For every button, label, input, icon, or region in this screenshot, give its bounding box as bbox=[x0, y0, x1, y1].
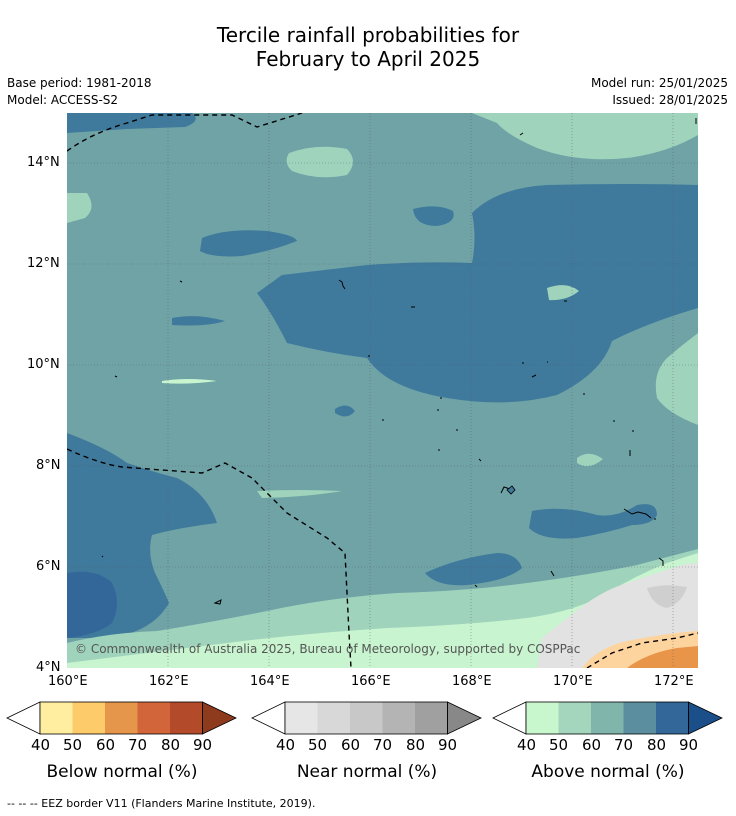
lat-tick-10n: 10°N bbox=[27, 357, 60, 372]
lat-tick-4n: 4°N bbox=[36, 660, 61, 675]
region-above-80-south bbox=[425, 553, 522, 586]
colorbar-above-swatch bbox=[558, 702, 591, 734]
island-atoll bbox=[506, 485, 516, 495]
colorbar-near-label: Near normal (%) bbox=[296, 762, 438, 782]
region-above-80-strip bbox=[172, 316, 225, 326]
colorbar-near-swatch bbox=[382, 702, 415, 734]
colorbar-near-swatch bbox=[350, 702, 383, 734]
region-above-80-blob2 bbox=[200, 230, 297, 257]
region-near-normal-darker bbox=[647, 585, 687, 608]
colorbar-near-scale bbox=[251, 701, 482, 735]
lat-tick-8n: 8°N bbox=[36, 458, 61, 473]
model-name: Model: ACCESS-S2 bbox=[7, 93, 119, 107]
lat-tick-14n: 14°N bbox=[27, 155, 60, 170]
colorbar-near: 40 50 60 70 80 90 Near normal (%) bbox=[251, 700, 483, 790]
colorbar-near-tick: 50 bbox=[308, 736, 328, 754]
region-above-40-south bbox=[67, 553, 698, 668]
region-above-80-central bbox=[257, 184, 698, 403]
colorbar-below-swatch bbox=[137, 702, 170, 734]
map-copyright: © Commonwealth of Australia 2025, Bureau… bbox=[75, 642, 580, 656]
colorbar-above: 40 50 60 70 80 90 Above normal (%) bbox=[492, 700, 724, 790]
region-below-60 bbox=[627, 646, 698, 668]
lon-tick-160e: 160°E bbox=[48, 674, 88, 689]
lon-tick-164e: 164°E bbox=[250, 674, 290, 689]
colorbar-above-swatch bbox=[656, 702, 689, 734]
region-above-50-left bbox=[67, 193, 92, 223]
colorbar-below-label: Below normal (%) bbox=[46, 762, 198, 782]
colorbar-near-tick: 70 bbox=[373, 736, 393, 754]
colorbar-near-tick: 80 bbox=[406, 736, 426, 754]
colorbar-above-tick: 40 bbox=[517, 736, 537, 754]
lon-tick-172e: 172°E bbox=[654, 674, 694, 689]
probability-map: © Commonwealth of Australia 2025, Bureau… bbox=[67, 113, 698, 668]
region-above-80-top bbox=[67, 113, 196, 133]
colorbar-above-tick: 80 bbox=[647, 736, 667, 754]
colorbar-below-low-arrow bbox=[6, 701, 41, 735]
lon-tick-162e: 162°E bbox=[149, 674, 189, 689]
colorbar-near-swatch bbox=[285, 702, 318, 734]
colorbar-below-swatch bbox=[72, 702, 105, 734]
colorbar-below: 40 50 60 70 80 90 Below normal (%) bbox=[6, 700, 238, 790]
lon-tick-168e: 168°E bbox=[452, 674, 492, 689]
region-above-80-east bbox=[529, 504, 657, 539]
colorbar-below-high-arrow bbox=[202, 701, 237, 735]
model-run: Model run: 25/01/2025 bbox=[590, 76, 728, 90]
region-above-80-dot bbox=[335, 405, 355, 417]
issued-date: Issued: 28/01/2025 bbox=[612, 93, 728, 107]
colorbar-above-tick: 60 bbox=[582, 736, 602, 754]
lat-tick-12n: 12°N bbox=[27, 256, 60, 271]
colorbar-above-label: Above normal (%) bbox=[531, 762, 685, 782]
colorbar-above-swatch bbox=[591, 702, 624, 734]
map-title-line2: February to April 2025 bbox=[255, 47, 481, 71]
eez-border bbox=[67, 113, 698, 668]
colorbar-near-low-arrow bbox=[251, 701, 286, 735]
colorbar-above-tick: 90 bbox=[679, 736, 699, 754]
colorbar-below-swatch bbox=[40, 702, 73, 734]
region-above-50-east bbox=[655, 333, 698, 425]
colorbar-below-swatch bbox=[170, 702, 203, 734]
colorbar-above-swatch bbox=[623, 702, 656, 734]
lon-tick-166e: 166°E bbox=[351, 674, 391, 689]
colorbar-near-swatch bbox=[317, 702, 350, 734]
region-above-50-patch bbox=[286, 146, 353, 178]
region-above-50-inner bbox=[547, 285, 579, 301]
colorbar-below-tick: 50 bbox=[63, 736, 83, 754]
region-above-50-small bbox=[577, 453, 603, 467]
map-title-line1: Tercile rainfall probabilities for bbox=[216, 23, 520, 47]
colorbar-near-swatch bbox=[415, 702, 448, 734]
colorbar-below-tick: 40 bbox=[31, 736, 51, 754]
islands bbox=[101, 118, 697, 605]
base-period: Base period: 1981-2018 bbox=[7, 76, 152, 90]
colorbar-below-tick: 90 bbox=[193, 736, 213, 754]
graticule bbox=[67, 113, 698, 668]
eez-legend: -- -- -- EEZ border V11 (Flanders Marine… bbox=[7, 797, 316, 810]
colorbar-below-tick: 70 bbox=[128, 736, 148, 754]
region-above-80-blob1 bbox=[413, 206, 454, 226]
region-above-50-top bbox=[472, 113, 698, 160]
colorbar-above-high-arrow bbox=[688, 701, 723, 735]
colorbar-near-high-arrow bbox=[447, 701, 482, 735]
colorbar-above-low-arrow bbox=[492, 701, 527, 735]
colorbar-near-tick: 60 bbox=[341, 736, 361, 754]
colorbar-above-scale bbox=[492, 701, 723, 735]
region-above-50-strip bbox=[257, 490, 342, 498]
lon-tick-170e: 170°E bbox=[553, 674, 593, 689]
colorbar-below-swatch bbox=[105, 702, 138, 734]
colorbar-above-swatch bbox=[526, 702, 559, 734]
region-above-40-strip bbox=[162, 379, 217, 384]
colorbar-above-tick: 50 bbox=[549, 736, 569, 754]
colorbar-below-tick: 80 bbox=[161, 736, 181, 754]
colorbar-above-tick: 70 bbox=[614, 736, 634, 754]
colorbar-near-tick: 40 bbox=[276, 736, 296, 754]
lat-tick-6n: 6°N bbox=[36, 559, 61, 574]
region-above-90-west bbox=[67, 571, 117, 638]
colorbar-near-tick: 90 bbox=[438, 736, 458, 754]
colorbar-below-scale bbox=[6, 701, 237, 735]
colorbar-below-tick: 60 bbox=[96, 736, 116, 754]
